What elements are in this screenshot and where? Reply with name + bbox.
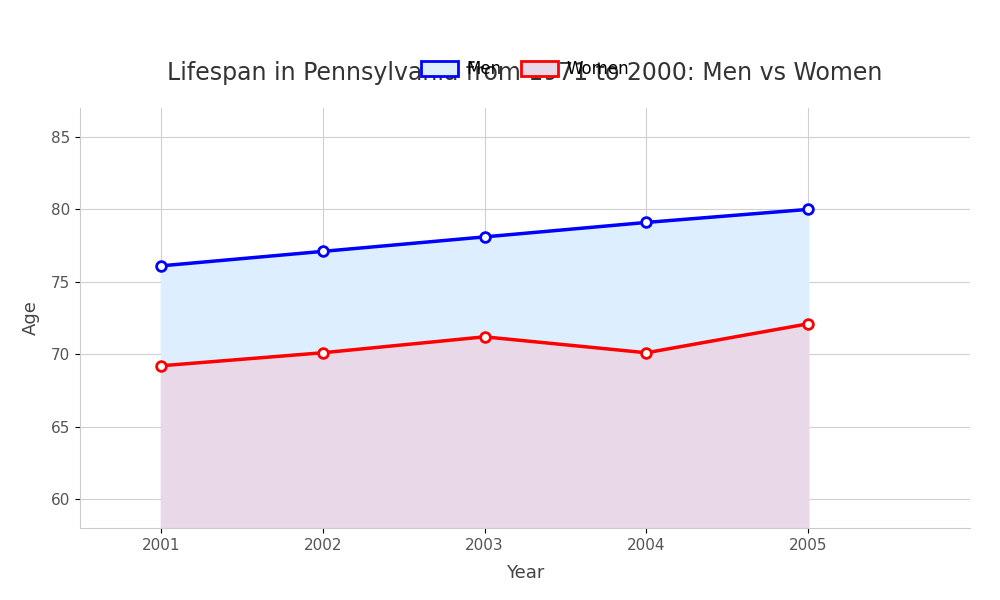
- X-axis label: Year: Year: [506, 564, 544, 582]
- Y-axis label: Age: Age: [22, 301, 40, 335]
- Legend: Men, Women: Men, Women: [414, 53, 636, 85]
- Title: Lifespan in Pennsylvania from 1971 to 2000: Men vs Women: Lifespan in Pennsylvania from 1971 to 20…: [167, 61, 883, 85]
